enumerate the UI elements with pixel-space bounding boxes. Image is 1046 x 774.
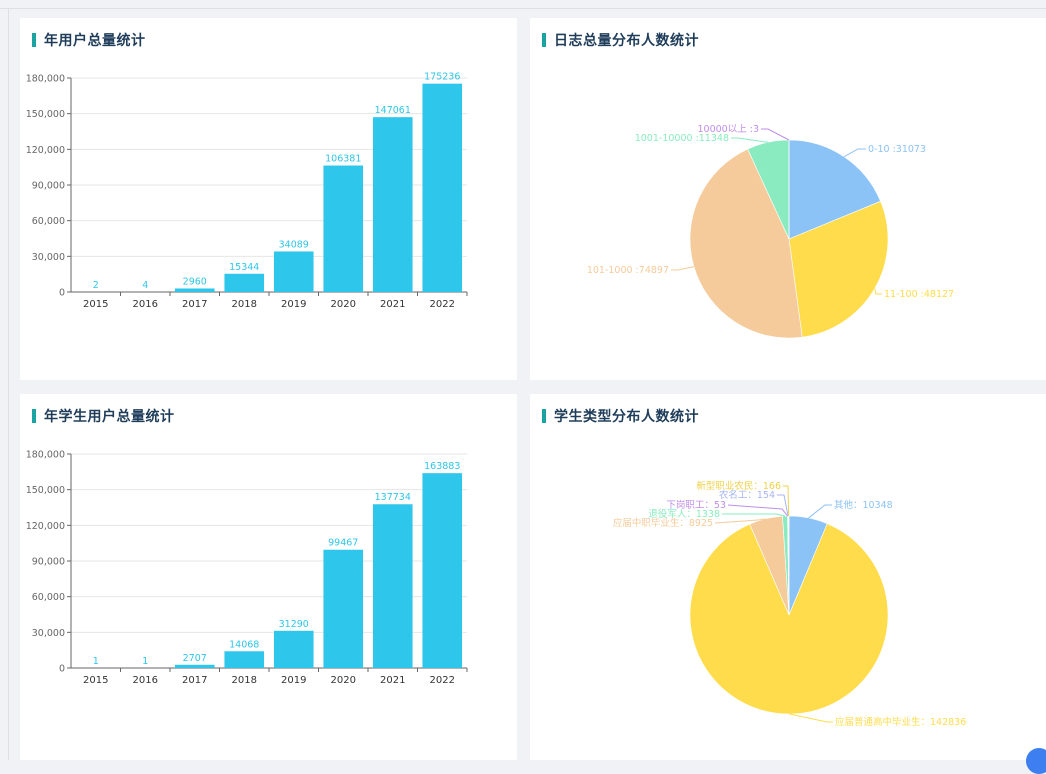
bar bbox=[422, 84, 462, 292]
y-tick-label: 150,000 bbox=[26, 485, 65, 496]
bar-value-label: 147061 bbox=[375, 105, 411, 116]
x-tick-label: 2019 bbox=[281, 299, 306, 310]
pie-slice-label: 应届普通高中毕业生：142836 bbox=[835, 716, 966, 728]
bar bbox=[422, 473, 462, 668]
pie-leader-line bbox=[722, 514, 785, 516]
y-tick-label: 30,000 bbox=[32, 252, 65, 263]
pie-leader-line bbox=[777, 495, 788, 516]
x-tick-label: 2018 bbox=[232, 299, 257, 310]
y-tick-label: 120,000 bbox=[26, 521, 65, 532]
bar-value-label: 106381 bbox=[325, 154, 361, 165]
y-tick-label: 60,000 bbox=[32, 216, 65, 227]
x-tick-label: 2022 bbox=[430, 675, 455, 686]
bar-value-label: 1 bbox=[142, 656, 148, 667]
bar-value-label: 99467 bbox=[328, 538, 358, 549]
bar bbox=[224, 274, 264, 292]
bar-value-label: 2 bbox=[93, 280, 99, 291]
y-tick-label: 90,000 bbox=[32, 181, 65, 192]
x-tick-label: 2020 bbox=[331, 675, 356, 686]
student-total-bar-chart: 0 30,000 60,000 90,000 120,000 150,000 180,000… bbox=[20, 394, 517, 760]
y-tick-label: 30,000 bbox=[32, 628, 65, 639]
bar bbox=[373, 504, 413, 668]
y-tick-label: 0 bbox=[59, 664, 65, 675]
help-float-icon[interactable] bbox=[1026, 748, 1046, 774]
x-tick-label: 2020 bbox=[331, 299, 356, 310]
y-tick-label: 180,000 bbox=[26, 450, 65, 461]
bar-value-label: 2960 bbox=[183, 276, 207, 287]
bar-value-label: 14068 bbox=[229, 639, 259, 650]
bar-value-label: 163883 bbox=[424, 461, 460, 472]
pie-slice-label: 0-10 :31073 bbox=[868, 144, 926, 155]
bar bbox=[373, 117, 413, 292]
bar-value-label: 4 bbox=[142, 280, 148, 291]
pie-slice-label: 101-1000 :74897 bbox=[587, 265, 669, 276]
pie-slice-label: 新型职业农民：166 bbox=[696, 480, 781, 492]
y-tick-label: 60,000 bbox=[32, 592, 65, 603]
pie-leader-line bbox=[761, 129, 789, 140]
bar-value-label: 15344 bbox=[229, 262, 259, 273]
student-type-pie-chart: 其他：10348应届普通高中毕业生：142836应届中职毕业生：8925退役军人… bbox=[530, 394, 1046, 760]
x-tick-label: 2019 bbox=[281, 675, 306, 686]
x-tick-label: 2017 bbox=[182, 675, 207, 686]
pie-leader-line bbox=[809, 505, 832, 518]
bar bbox=[175, 665, 215, 668]
pie-slice-label: 10000以上 :3 bbox=[698, 124, 760, 135]
bar-value-label: 175236 bbox=[424, 72, 460, 83]
pie-slice-label: 11-100 :48127 bbox=[884, 289, 954, 300]
pie-leader-line bbox=[844, 149, 866, 157]
y-tick-label: 0 bbox=[59, 288, 65, 299]
x-tick-label: 2017 bbox=[182, 299, 207, 310]
pie-leader-line bbox=[875, 288, 882, 294]
x-tick-label: 2021 bbox=[380, 675, 405, 686]
bar-value-label: 2707 bbox=[183, 653, 207, 664]
bar bbox=[274, 251, 314, 292]
bar bbox=[224, 651, 264, 668]
y-tick-label: 90,000 bbox=[32, 557, 65, 568]
bar bbox=[323, 550, 363, 668]
bar bbox=[274, 631, 314, 668]
user-total-bar-chart: 0 30,000 60,000 90,000 120,000 150,000 180,000… bbox=[20, 18, 517, 380]
bar bbox=[175, 288, 215, 292]
y-tick-label: 150,000 bbox=[26, 109, 65, 120]
bar-value-label: 137734 bbox=[375, 492, 411, 503]
bar-value-label: 34089 bbox=[279, 239, 309, 250]
x-tick-label: 2015 bbox=[83, 675, 108, 686]
log-distribution-pie-chart: 0-10 :31073 11-100 :48127 101-1000 :74897 1… bbox=[530, 18, 1046, 380]
bar-value-label: 31290 bbox=[279, 619, 309, 630]
bar bbox=[323, 166, 363, 292]
pie-slice-label: 其他：10348 bbox=[834, 499, 893, 511]
pie-leader-line bbox=[731, 138, 768, 142]
x-tick-label: 2018 bbox=[232, 675, 257, 686]
top-border bbox=[0, 8, 1046, 9]
x-tick-label: 2021 bbox=[380, 299, 405, 310]
left-border bbox=[8, 8, 9, 760]
x-tick-label: 2022 bbox=[430, 299, 455, 310]
x-tick-label: 2016 bbox=[133, 299, 158, 310]
pie-leader-line bbox=[671, 267, 694, 270]
pie-leader-line bbox=[790, 714, 833, 722]
x-tick-label: 2016 bbox=[133, 675, 158, 686]
y-tick-label: 120,000 bbox=[26, 145, 65, 156]
pie-slice-label: 下岗职工：53 bbox=[666, 500, 726, 511]
x-tick-label: 2015 bbox=[83, 299, 108, 310]
bar-value-label: 1 bbox=[93, 656, 99, 667]
y-tick-label: 180,000 bbox=[26, 74, 65, 85]
